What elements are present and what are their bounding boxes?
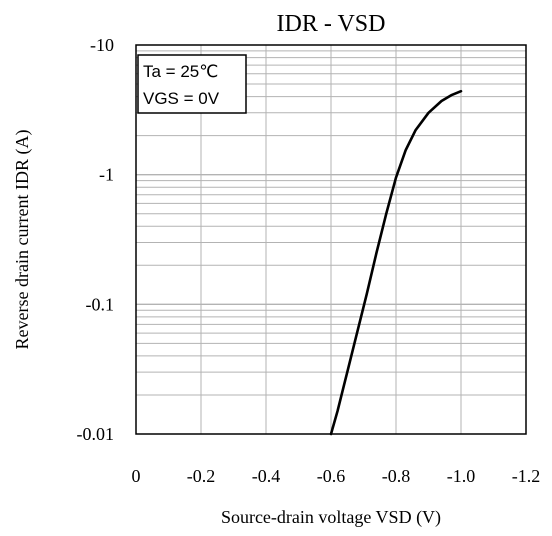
chart-title: IDR - VSD <box>277 11 386 37</box>
x-tick-label: 0 <box>132 466 141 486</box>
legend-line-ta: Ta = 25℃ <box>143 62 218 81</box>
x-axis-label: Source-drain voltage VSD (V) <box>221 507 441 528</box>
legend-box: Ta = 25℃ VGS = 0V <box>137 54 247 114</box>
y-tick-label: -10 <box>90 35 114 55</box>
x-tick-labels: 0 -0.2 -0.4 -0.6 -0.8 -1.0 -1.2 <box>132 466 541 486</box>
y-tick-labels: -10 -1 -0.1 -0.01 <box>77 35 115 444</box>
y-tick-label: -1 <box>99 165 114 185</box>
grid-lines <box>136 45 526 434</box>
legend-border <box>137 54 247 114</box>
series-layer <box>329 89 463 436</box>
series-line-0 <box>329 89 463 436</box>
x-tick-label: -0.4 <box>252 466 281 486</box>
y-tick-label: -0.01 <box>77 424 115 444</box>
legend-line-vgs: VGS = 0V <box>143 89 220 108</box>
x-tick-label: -0.2 <box>187 466 216 486</box>
x-tick-label: -0.6 <box>317 466 346 486</box>
x-tick-label: -1.0 <box>447 466 476 486</box>
y-tick-label: -0.1 <box>86 294 115 314</box>
y-axis-label: Reverse drain current IDR (A) <box>12 130 33 350</box>
x-tick-label: -0.8 <box>382 466 411 486</box>
x-tick-label: -1.2 <box>512 466 541 486</box>
